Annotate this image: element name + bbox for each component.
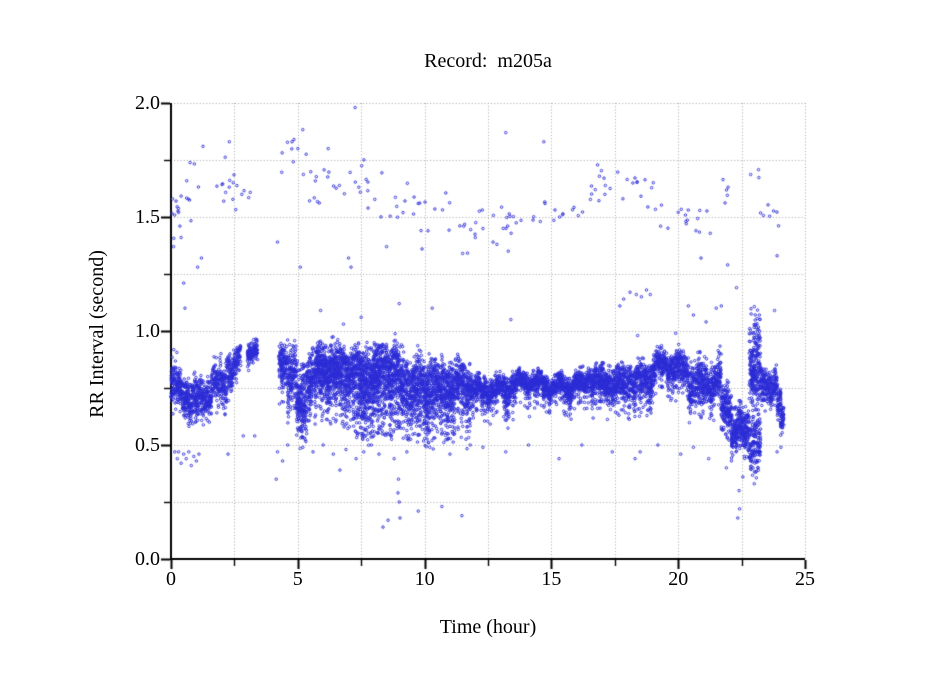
y-axis-title: RR Interval (second) <box>86 250 108 418</box>
x-tick-label: 0 <box>166 568 176 590</box>
y-tick-label: 2.0 <box>135 92 160 114</box>
x-axis-title: Time (hour) <box>439 616 537 638</box>
y-tick-label: 1.5 <box>135 206 160 228</box>
x-tick-label: 5 <box>292 568 303 590</box>
x-tick-label: 20 <box>668 568 689 590</box>
chart-title: Record: m205a <box>424 50 552 72</box>
y-tick-label: 0.5 <box>135 434 160 456</box>
y-tick-label: 0.0 <box>135 548 160 570</box>
x-tick-label: 15 <box>541 568 562 590</box>
x-tick-label: 25 <box>795 568 815 590</box>
x-tick-label: 10 <box>414 568 435 590</box>
y-tick-label: 1.0 <box>135 320 160 342</box>
